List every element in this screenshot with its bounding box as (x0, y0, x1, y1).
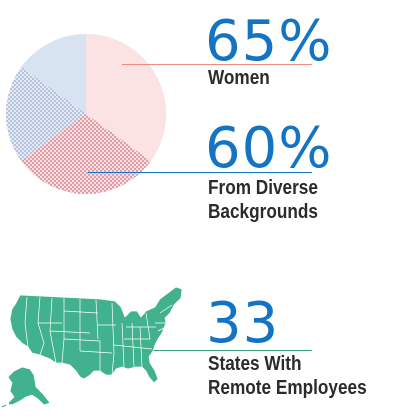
map-state-borders (24, 296, 173, 376)
map-aleutian-islands (1, 402, 13, 408)
stat-states-label-line1: States With (208, 353, 302, 375)
stat-states-number: 33 (206, 291, 280, 356)
leader-line-states (140, 350, 312, 351)
leader-line-women (122, 64, 312, 65)
stat-women-label: Women (208, 67, 270, 89)
map-contiguous-us (9, 286, 183, 384)
stat-diverse-label-line2: Backgrounds (208, 201, 318, 223)
leader-line-diverse (88, 172, 312, 173)
pie-slice-women (86, 34, 166, 162)
stat-diverse-label-line1: From Diverse (208, 177, 318, 199)
stat-diverse-number: 60% (205, 116, 333, 181)
map-alaska (7, 366, 51, 406)
pie-slice-rest (6, 66, 86, 162)
united-states-map-icon (1, 286, 183, 408)
stat-states-label-line2: Remote Employees (208, 377, 367, 399)
stat-women-number: 65% (205, 9, 333, 74)
pie-chart (6, 34, 166, 194)
pie-slice-diverse (21, 114, 151, 194)
